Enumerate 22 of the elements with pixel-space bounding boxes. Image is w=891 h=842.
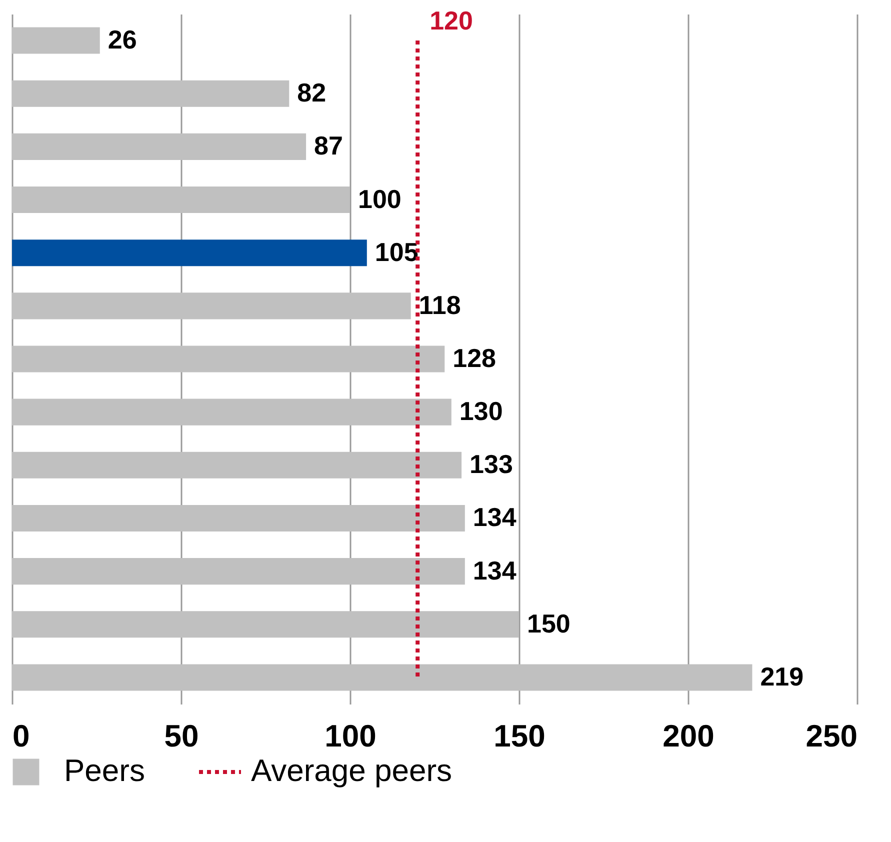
x-tick-label: 250 xyxy=(806,718,858,754)
data-label: 120 xyxy=(430,6,473,36)
data-label: 100 xyxy=(358,184,402,214)
x-tick-label: 0 xyxy=(12,718,30,754)
legend-label: Average peers xyxy=(251,753,452,788)
data-label: 87 xyxy=(314,130,343,161)
data-label: 133 xyxy=(470,449,513,480)
x-tick-label: 150 xyxy=(494,718,546,754)
data-label: 134 xyxy=(472,502,517,532)
data-label: 134 xyxy=(472,555,517,586)
x-tick-label: 50 xyxy=(164,718,199,754)
data-label: 150 xyxy=(527,608,570,638)
data-label: 82 xyxy=(297,78,326,108)
data-label: 130 xyxy=(459,396,503,426)
x-tick-label: 200 xyxy=(662,718,714,754)
legend-label: Peers xyxy=(64,753,145,788)
data-label: 219 xyxy=(760,661,804,692)
x-tick-label: 100 xyxy=(324,718,376,754)
data-label: 118 xyxy=(418,290,461,320)
data-label: 105 xyxy=(374,236,418,267)
data-label: 128 xyxy=(452,343,496,373)
data-label: 26 xyxy=(108,24,137,55)
